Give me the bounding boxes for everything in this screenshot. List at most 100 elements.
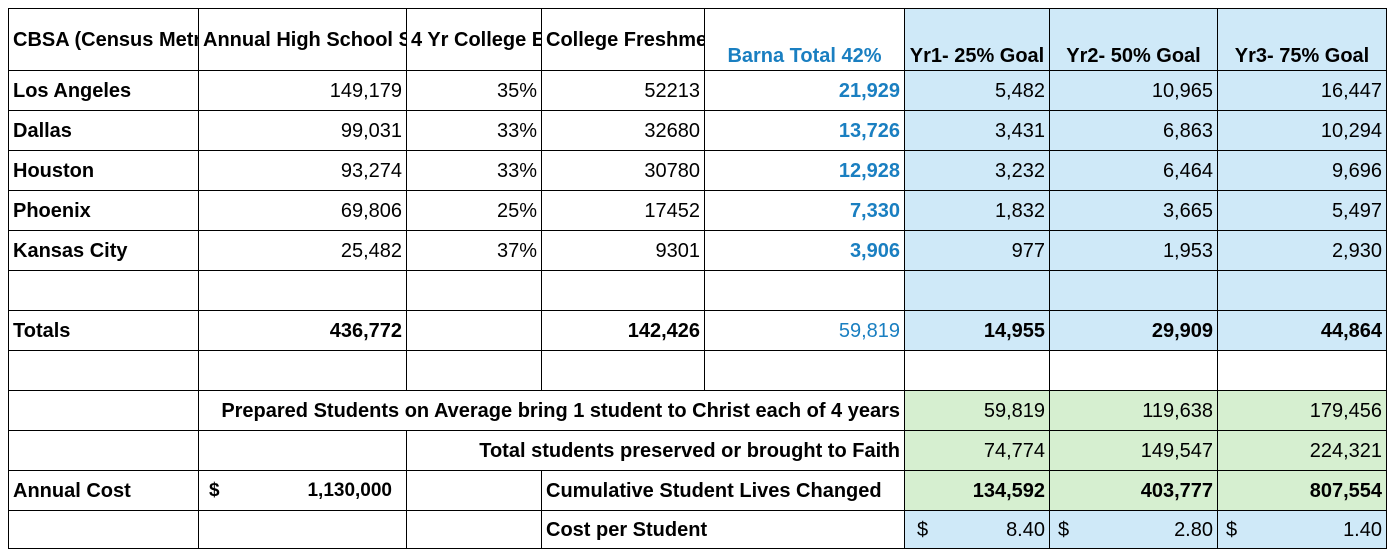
- empty-cell[interactable]: [1217, 350, 1387, 391]
- empty-cell[interactable]: [904, 350, 1050, 391]
- empty-cell[interactable]: [8, 270, 199, 311]
- empty-cell[interactable]: [406, 270, 542, 311]
- per-student-yr3[interactable]: $ 1.40: [1217, 510, 1387, 549]
- header-enrollment[interactable]: 4 Yr College Enrollment: [406, 8, 542, 71]
- cumulative-yr1[interactable]: 134,592: [904, 470, 1050, 511]
- yr2-cell[interactable]: 1,953: [1049, 230, 1218, 271]
- empty-cell[interactable]: [198, 270, 407, 311]
- cumulative-yr3[interactable]: 807,554: [1217, 470, 1387, 511]
- enrollment-cell[interactable]: 37%: [406, 230, 542, 271]
- seniors-cell[interactable]: 99,031: [198, 110, 407, 151]
- city-cell[interactable]: Kansas City: [8, 230, 199, 271]
- enrollment-cell[interactable]: 35%: [406, 70, 542, 111]
- per-student-yr2[interactable]: $ 2.80: [1049, 510, 1218, 549]
- freshmen-cell[interactable]: 17452: [541, 190, 705, 231]
- annual-cost-label[interactable]: Annual Cost: [8, 470, 199, 511]
- seniors-cell[interactable]: 149,179: [198, 70, 407, 111]
- empty-cell[interactable]: [198, 350, 407, 391]
- empty-cell[interactable]: [8, 350, 199, 391]
- barna-cell[interactable]: 21,929: [704, 70, 905, 111]
- totals-barna[interactable]: 59,819: [704, 310, 905, 351]
- annual-cost-value: 1,130,000: [307, 480, 392, 501]
- yr1-cell[interactable]: 5,482: [904, 70, 1050, 111]
- totals-yr3[interactable]: 44,864: [1217, 310, 1387, 351]
- header-barna[interactable]: Barna Total 42%: [704, 8, 905, 71]
- empty-cell[interactable]: [1049, 350, 1218, 391]
- enrollment-cell[interactable]: 25%: [406, 190, 542, 231]
- seniors-cell[interactable]: 93,274: [198, 150, 407, 191]
- yr2-cell[interactable]: 6,464: [1049, 150, 1218, 191]
- empty-cell[interactable]: [8, 510, 199, 549]
- empty-cell[interactable]: [1217, 270, 1387, 311]
- yr3-cell[interactable]: 5,497: [1217, 190, 1387, 231]
- empty-cell[interactable]: [904, 270, 1050, 311]
- freshmen-cell[interactable]: 9301: [541, 230, 705, 271]
- header-freshmen[interactable]: College Freshmen: [541, 8, 705, 71]
- seniors-cell[interactable]: 25,482: [198, 230, 407, 271]
- empty-cell[interactable]: [541, 270, 705, 311]
- cumulative-yr2[interactable]: 403,777: [1049, 470, 1218, 511]
- barna-cell[interactable]: 7,330: [704, 190, 905, 231]
- yr1-cell[interactable]: 3,232: [904, 150, 1050, 191]
- empty-cell[interactable]: [406, 470, 542, 511]
- per-student-yr1[interactable]: $ 8.40: [904, 510, 1050, 549]
- prepared-yr1[interactable]: 59,819: [904, 390, 1050, 431]
- empty-cell[interactable]: [541, 350, 705, 391]
- barna-cell[interactable]: 13,726: [704, 110, 905, 151]
- empty-cell[interactable]: [406, 310, 542, 351]
- header-seniors[interactable]: Annual High School Seniors 2023-2024: [198, 8, 407, 71]
- prepared-yr3[interactable]: 179,456: [1217, 390, 1387, 431]
- empty-cell[interactable]: [198, 430, 407, 471]
- empty-cell[interactable]: [8, 430, 199, 471]
- empty-cell[interactable]: [406, 350, 542, 391]
- yr3-cell[interactable]: 16,447: [1217, 70, 1387, 111]
- empty-cell[interactable]: [406, 510, 542, 549]
- header-cbsa[interactable]: CBSA (Census Metro Areas): [8, 8, 199, 71]
- barna-cell[interactable]: 3,906: [704, 230, 905, 271]
- prepared-yr2[interactable]: 119,638: [1049, 390, 1218, 431]
- empty-cell[interactable]: [704, 270, 905, 311]
- city-cell[interactable]: Houston: [8, 150, 199, 191]
- header-yr1[interactable]: Yr1- 25% Goal: [904, 8, 1050, 71]
- city-cell[interactable]: Dallas: [8, 110, 199, 151]
- totals-freshmen[interactable]: 142,426: [541, 310, 705, 351]
- header-yr3[interactable]: Yr3- 75% Goal: [1217, 8, 1387, 71]
- preserved-row: Total students preserved or brought to F…: [8, 430, 1387, 471]
- barna-cell[interactable]: 12,928: [704, 150, 905, 191]
- yr3-cell[interactable]: 10,294: [1217, 110, 1387, 151]
- yr1-cell[interactable]: 1,832: [904, 190, 1050, 231]
- preserved-yr2[interactable]: 149,547: [1049, 430, 1218, 471]
- freshmen-cell[interactable]: 52213: [541, 70, 705, 111]
- annual-cost-cell[interactable]: $ 1,130,000: [198, 470, 407, 511]
- totals-seniors[interactable]: 436,772: [198, 310, 407, 351]
- city-cell[interactable]: Phoenix: [8, 190, 199, 231]
- preserved-yr1[interactable]: 74,774: [904, 430, 1050, 471]
- per-student-label[interactable]: Cost per Student: [541, 510, 905, 549]
- empty-cell[interactable]: [704, 350, 905, 391]
- yr1-cell[interactable]: 977: [904, 230, 1050, 271]
- seniors-cell[interactable]: 69,806: [198, 190, 407, 231]
- yr3-cell[interactable]: 2,930: [1217, 230, 1387, 271]
- per-student-yr1-value: 8.40: [1006, 518, 1045, 541]
- yr2-cell[interactable]: 6,863: [1049, 110, 1218, 151]
- empty-cell[interactable]: [8, 390, 199, 431]
- yr1-cell[interactable]: 3,431: [904, 110, 1050, 151]
- enrollment-cell[interactable]: 33%: [406, 150, 542, 191]
- totals-yr1[interactable]: 14,955: [904, 310, 1050, 351]
- cumulative-label[interactable]: Cumulative Student Lives Changed: [541, 470, 905, 511]
- header-yr2[interactable]: Yr2- 50% Goal: [1049, 8, 1218, 71]
- preserved-label[interactable]: Total students preserved or brought to F…: [406, 430, 905, 471]
- yr2-cell[interactable]: 10,965: [1049, 70, 1218, 111]
- prepared-label[interactable]: Prepared Students on Average bring 1 stu…: [198, 390, 905, 431]
- city-cell[interactable]: Los Angeles: [8, 70, 199, 111]
- totals-label[interactable]: Totals: [8, 310, 199, 351]
- empty-cell[interactable]: [198, 510, 407, 549]
- preserved-yr3[interactable]: 224,321: [1217, 430, 1387, 471]
- yr2-cell[interactable]: 3,665: [1049, 190, 1218, 231]
- freshmen-cell[interactable]: 32680: [541, 110, 705, 151]
- empty-cell[interactable]: [1049, 270, 1218, 311]
- yr3-cell[interactable]: 9,696: [1217, 150, 1387, 191]
- enrollment-cell[interactable]: 33%: [406, 110, 542, 151]
- freshmen-cell[interactable]: 30780: [541, 150, 705, 191]
- totals-yr2[interactable]: 29,909: [1049, 310, 1218, 351]
